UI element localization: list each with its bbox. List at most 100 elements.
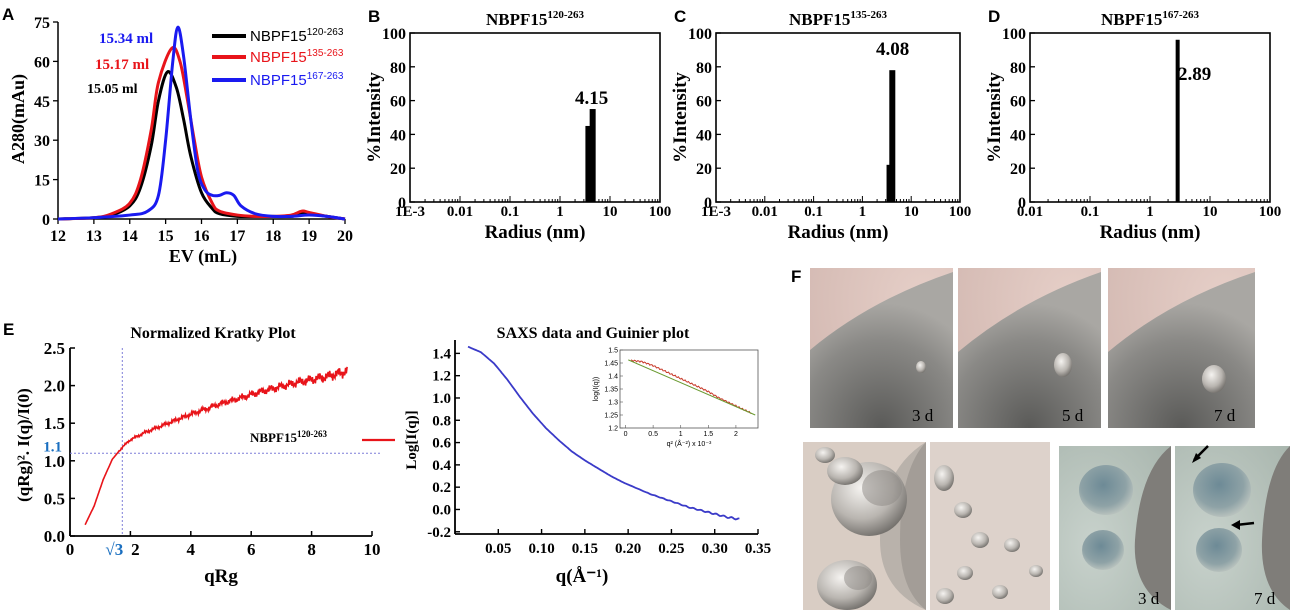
y-tick-label: 0 (398, 195, 406, 212)
x-tick-label: 10 (1203, 204, 1218, 220)
peak-annotation: 4.08 (876, 39, 909, 60)
y-tick-label: 1.0 (432, 391, 451, 407)
x-tick-label: 10 (603, 204, 618, 220)
inset-y-tick-label: 1.5 (608, 348, 618, 355)
y-tick-label: 100 (1002, 26, 1026, 43)
x-tick-label: 0.01 (752, 204, 778, 220)
x-tick-label: 0.01 (447, 204, 473, 220)
micrograph-top-5d: 5 d (958, 268, 1101, 428)
legend-label-red: NBPF15135-263 (250, 48, 344, 66)
peak-label-black: 15.05 ml (87, 82, 138, 97)
x-tick-label: 13 (86, 228, 102, 245)
x-tick-label: 0.25 (658, 541, 684, 557)
saxs-axes: 0.05 0.10 0.15 0.20 0.25 0.30 0.35 -0.2 0.0 0.2 0.… (427, 340, 771, 557)
inset-y-tick-label: 1.2 (608, 426, 618, 433)
bar (585, 125, 592, 202)
y-tick-label: 20 (696, 161, 712, 178)
x-tick-label: 19 (301, 228, 317, 245)
y-tick-label: 45 (34, 94, 50, 111)
panel-e-saxs-chart: SAXS data and Guinier plot 0.05 0.10 0.15 0… (404, 325, 771, 587)
x-tick-label: 10 (904, 204, 919, 220)
y-tick-label: 75 (34, 15, 50, 32)
y-tick-label: 0.0 (432, 502, 451, 518)
y-tick-label: 0 (704, 195, 712, 212)
micrograph-bottom-crystals-1 (803, 442, 926, 610)
x-tick-label: 17 (229, 228, 245, 245)
plot-frame (1029, 32, 1271, 203)
x-tick-label: 0.10 (528, 541, 554, 557)
x-tick-label: 2 (131, 540, 140, 559)
micrograph-top-3d: 3 d (810, 268, 953, 428)
kratky-series (84, 366, 348, 526)
peak-label-blue: 15.34 ml (99, 31, 153, 47)
inset-y-tick-label: 1.25 (604, 413, 618, 420)
y-axis-label: %Intensity (670, 72, 691, 163)
y-tick-label: 0.6 (432, 436, 451, 452)
x-tick-label: 10 (364, 540, 381, 559)
x-tick-label: 16 (194, 228, 210, 245)
y-tick-label: 1.2 (432, 369, 451, 385)
panel-a-xlabel: EV (mL) (169, 246, 237, 267)
panel-letter-d: D (988, 7, 1000, 26)
y-tick-label: 80 (1010, 60, 1026, 77)
inset-y-tick-label: 1.45 (604, 361, 618, 368)
y-tick-label: 2.0 (44, 377, 65, 396)
y-tick-label: 40 (1010, 127, 1026, 144)
y-tick-label: 0 (1018, 195, 1026, 212)
inset-y-tick-label: 1.4 (608, 374, 618, 381)
x-tick-label: 1 (859, 204, 867, 220)
x-tick-label: 0 (66, 540, 75, 559)
y-tick-label: 80 (390, 60, 406, 77)
y-tick-label: 40 (390, 127, 406, 144)
y-tick-label: 15 (34, 173, 50, 190)
x-tick-label: 1 (556, 204, 564, 220)
panel-letter-b: B (368, 7, 380, 26)
y-tick-label: 20 (390, 161, 406, 178)
x-tick-label: 100 (649, 204, 672, 220)
x-tick-label: 4 (187, 540, 196, 559)
y-tick-label: 0.0 (44, 527, 65, 546)
x-tick-label: 0.1 (501, 204, 520, 220)
x-tick-label: 0.01 (1017, 204, 1043, 220)
inset-x-tick-label: 1 (679, 431, 683, 438)
y-axis-label: %Intensity (364, 72, 385, 163)
x-axis-label: Radius (nm) (1100, 222, 1201, 243)
y-tick-label: 60 (696, 94, 712, 111)
panel-a-ticks: 12 13 14 15 16 17 18 19 20 0 15 30 45 60 75 (34, 15, 353, 245)
x-tick-label: 0.20 (615, 541, 641, 557)
kratky-legend-label: NBPF15120-263 (250, 429, 327, 445)
panel-a-series (57, 25, 346, 221)
peak-label-red: 15.17 ml (95, 57, 149, 73)
y-tick-label: 0 (42, 212, 50, 229)
chart-title: NBPF15120-263 (486, 9, 585, 29)
x-tick-label: 14 (122, 228, 138, 245)
y-tick-label: 100 (382, 26, 406, 43)
chart-title: NBPF15135-263 (789, 9, 888, 29)
saxs-ylabel: Log[I(q)] (404, 410, 420, 469)
x-axis-label: Radius (nm) (788, 222, 889, 243)
panel-b-dls-chart: NBPF15120-263 0 20 40 60 80 100 1E-3 0.01 0.1 1 10 1… (364, 9, 671, 243)
y-tick-label: 40 (696, 127, 712, 144)
saxs-curve (467, 345, 740, 521)
legend-label-blue: NBPF15167-263 (250, 71, 344, 89)
x-tick-label: 1E-3 (701, 204, 731, 220)
x-axis-label: Radius (nm) (485, 222, 586, 243)
y-tick-label: 60 (1010, 94, 1026, 111)
y-tick-label: 0.5 (44, 489, 65, 508)
saxs-xlabel: q(Å⁻¹) (556, 566, 609, 587)
micrograph-bottom-7d: 7 d (1175, 445, 1290, 610)
micrograph-top-7d: 7 d (1108, 268, 1255, 428)
panel-letter-f: F (791, 267, 801, 286)
x-tick-label: 15 (158, 228, 174, 245)
x-tick-label: 6 (247, 540, 256, 559)
inset-y-tick-label: 1.35 (604, 387, 618, 394)
inset-x-tick-label: 2 (734, 431, 738, 438)
x-tick-label: 20 (337, 228, 353, 245)
micrograph-day-label: 7 d (1214, 406, 1236, 425)
arrow-icon (1192, 445, 1209, 463)
panel-letter-a: A (2, 5, 14, 24)
x-tick-label: 0.1 (1081, 204, 1100, 220)
y-tick-label: 0.4 (432, 458, 451, 474)
y-tick-label: 80 (696, 60, 712, 77)
